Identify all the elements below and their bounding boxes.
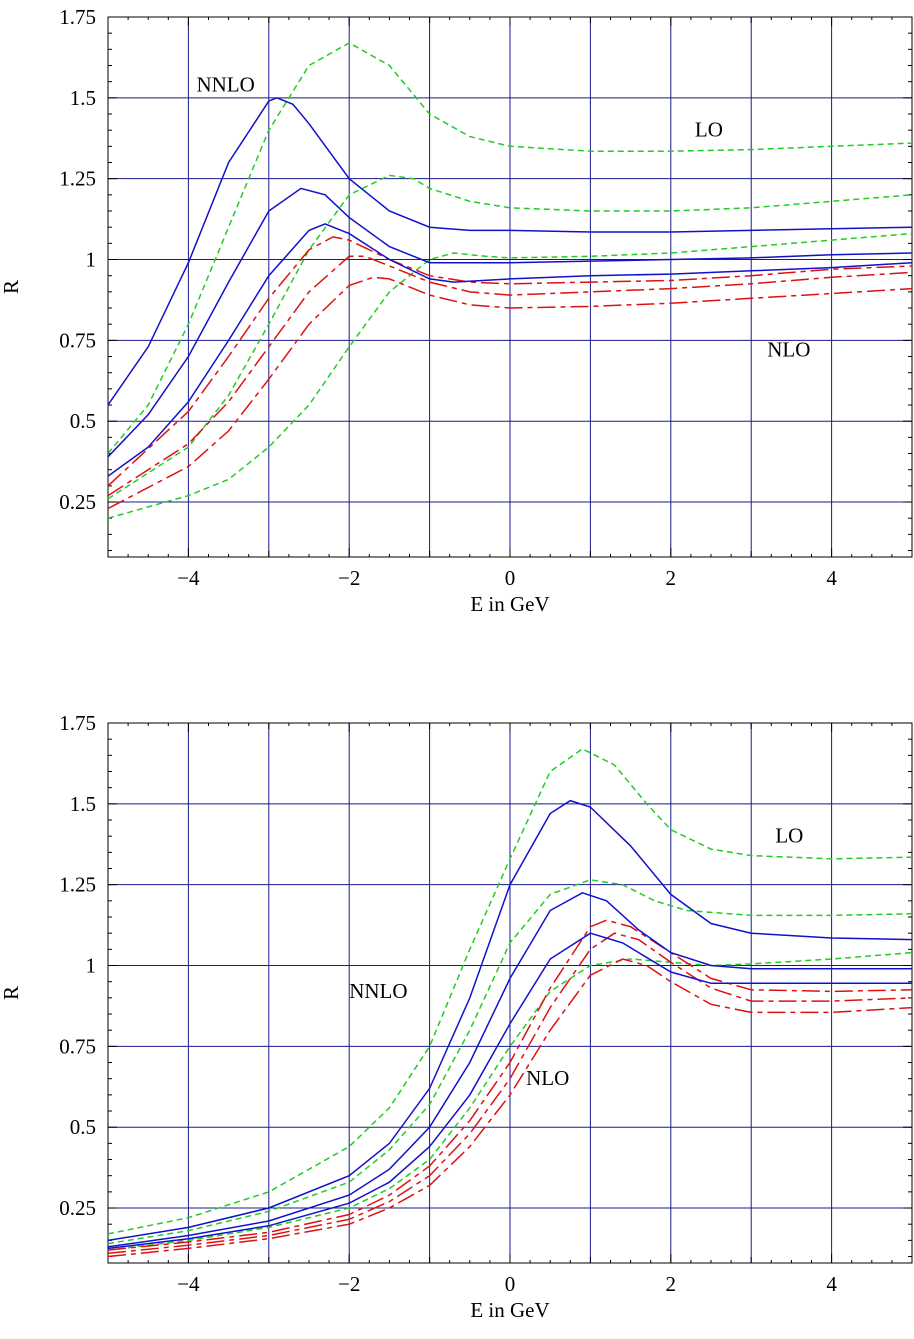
- y-tick-label: 1.25: [59, 167, 96, 191]
- series-line-nlo: [108, 255, 912, 497]
- y-tick-label: 0.25: [59, 1196, 96, 1220]
- x-tick-label: 0: [505, 566, 516, 590]
- series-line-lo: [108, 232, 912, 519]
- annotation-lo: LO: [695, 118, 723, 142]
- series-line-lo: [108, 951, 912, 1251]
- annotation-nlo: NLO: [526, 1066, 569, 1090]
- y-tick-label: 1.75: [59, 711, 96, 735]
- x-tick-label: −2: [338, 566, 360, 590]
- x-tick-label: 2: [666, 566, 677, 590]
- series-line-nnlo: [108, 223, 912, 477]
- series-line-nlo: [108, 236, 912, 487]
- y-tick-label: 0.75: [59, 1034, 96, 1058]
- series-line-nlo: [108, 932, 912, 1255]
- series-line-nlo: [108, 276, 912, 510]
- x-tick-label: −2: [338, 1272, 360, 1296]
- x-axis-label: E in GeV: [470, 592, 549, 616]
- y-tick-label: 0.5: [70, 1115, 96, 1139]
- series-line-lo: [108, 174, 912, 500]
- y-tick-label: 0.5: [70, 409, 96, 433]
- x-tick-label: −4: [177, 566, 200, 590]
- y-tick-label: 1.75: [59, 5, 96, 29]
- x-tick-label: −4: [177, 1272, 200, 1296]
- series-line-nnlo: [108, 187, 912, 458]
- y-tick-label: 1: [86, 248, 97, 272]
- annotation-nnlo: NNLO: [349, 979, 407, 1003]
- x-tick-label: 0: [505, 1272, 516, 1296]
- annotation-nnlo: NNLO: [196, 72, 254, 96]
- y-tick-label: 0.25: [59, 490, 96, 514]
- y-tick-label: 1.5: [70, 86, 96, 110]
- y-tick-label: 1: [86, 954, 97, 978]
- annotation-nlo: NLO: [767, 338, 810, 362]
- series-line-nlo: [108, 919, 912, 1251]
- series-line-lo: [108, 879, 912, 1245]
- x-axis-label: E in GeV: [470, 1298, 549, 1322]
- series-line-nnlo: [108, 96, 912, 406]
- series-line-nnlo: [108, 891, 912, 1248]
- series-line-lo: [108, 42, 912, 454]
- y-tick-label: 1.5: [70, 792, 96, 816]
- bottom-chart: −4 −2 0 2 4 0.25 0.5 0.75 1 1.25 1.5 1.75 E in GeV R L…: [0, 711, 913, 1322]
- y-tick-label: 1.25: [59, 873, 96, 897]
- top-chart: −4 −2 0 2 4 0.25 0.5 0.75 1 1.25 1.5 1.75 E in GeV R N…: [0, 5, 913, 616]
- series-line-nnlo: [108, 932, 912, 1250]
- y-tick-label: 0.75: [59, 328, 96, 352]
- series-line-nnlo: [108, 799, 912, 1242]
- y-axis-label: R: [0, 986, 23, 1000]
- y-axis-label: R: [0, 280, 23, 294]
- x-tick-label: 2: [666, 1272, 677, 1296]
- annotation-lo: LO: [775, 824, 803, 848]
- series-line-nlo: [108, 958, 912, 1258]
- x-tick-label: 4: [826, 1272, 837, 1296]
- x-tick-label: 4: [826, 566, 837, 590]
